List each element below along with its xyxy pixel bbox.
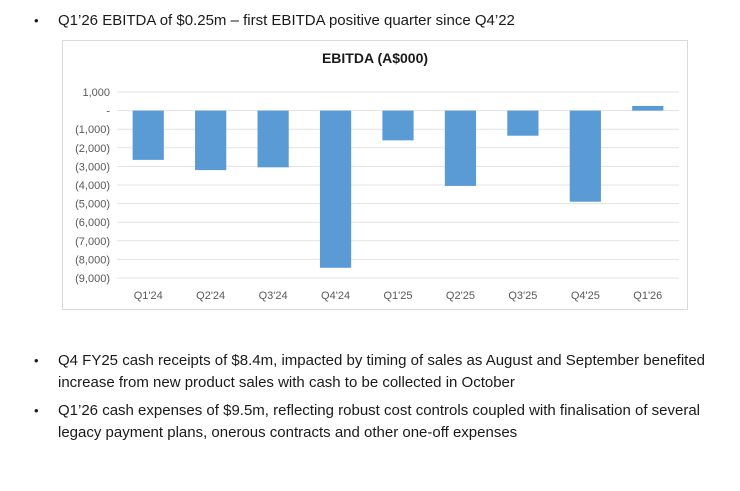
bar-q126 bbox=[632, 105, 664, 111]
y-tick-label: (7,000) bbox=[75, 236, 110, 248]
bar-q125 bbox=[382, 110, 414, 141]
bar-q225 bbox=[444, 110, 477, 186]
y-tick-label: (9,000) bbox=[75, 273, 110, 285]
x-tick-label: Q3'24 bbox=[259, 290, 288, 302]
y-tick-label: (8,000) bbox=[75, 254, 110, 266]
bullet-cash-expenses-text: Q1’26 cash expenses of $9.5m, reflecting… bbox=[58, 402, 701, 441]
bar-q324 bbox=[257, 110, 289, 168]
y-tick-label: (6,000) bbox=[75, 217, 110, 229]
x-tick-label: Q4'25 bbox=[571, 290, 600, 302]
bullet-cash-expenses: • Q1’26 cash expenses of $9.5m, reflecti… bbox=[34, 400, 718, 444]
x-tick-label: Q1'25 bbox=[383, 290, 412, 302]
bullet-marker: • bbox=[34, 13, 39, 28]
bullet-ebitda-text: Q1’26 EBITDA of $0.25m – first EBITDA po… bbox=[58, 12, 515, 29]
x-tick-label: Q1'24 bbox=[134, 290, 163, 302]
bullet-marker: • bbox=[34, 353, 39, 368]
bullet-marker: • bbox=[34, 403, 39, 418]
bar-q325 bbox=[507, 110, 539, 136]
y-tick-label: (1,000) bbox=[75, 124, 110, 136]
bar-q424 bbox=[319, 110, 352, 268]
ebitda-chart: EBITDA (A$000) 1,000 - (1,000) (2,000) (3,00… bbox=[62, 40, 688, 310]
bar-q124 bbox=[132, 110, 164, 160]
y-tick-label: 1,000 bbox=[82, 87, 110, 99]
y-tick-label: (2,000) bbox=[75, 143, 110, 155]
bullet-cash-receipts: • Q4 FY25 cash receipts of $8.4m, impact… bbox=[34, 350, 718, 394]
y-tick-label: (4,000) bbox=[75, 180, 110, 192]
bar-q425 bbox=[569, 110, 601, 202]
x-tick-label: Q4'24 bbox=[321, 290, 350, 302]
y-tick-label: - bbox=[106, 106, 110, 118]
ebitda-chart-svg: EBITDA (A$000) 1,000 - (1,000) (2,000) (3,00… bbox=[75, 50, 679, 302]
bullet-cash-receipts-text: Q4 FY25 cash receipts of $8.4m, impacted… bbox=[58, 352, 706, 391]
x-tick-label: Q2'25 bbox=[446, 290, 475, 302]
y-tick-label: (5,000) bbox=[75, 199, 110, 211]
chart-title: EBITDA (A$000) bbox=[322, 50, 428, 66]
bar-q224 bbox=[195, 110, 227, 171]
y-tick-label: (3,000) bbox=[75, 161, 110, 173]
x-tick-label: Q2'24 bbox=[196, 290, 225, 302]
x-tick-label: Q1'26 bbox=[633, 290, 662, 302]
bullet-ebitda: • Q1’26 EBITDA of $0.25m – first EBITDA … bbox=[34, 10, 718, 32]
x-tick-label: Q3'25 bbox=[508, 290, 537, 302]
